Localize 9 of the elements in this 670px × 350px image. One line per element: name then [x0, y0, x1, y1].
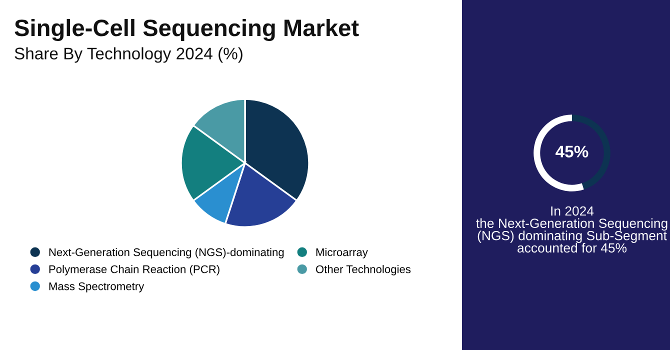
data-label: 45%	[556, 146, 588, 158]
legend-label: Microarray	[316, 248, 368, 258]
legend-label: Mass Spectrometry	[49, 282, 144, 292]
text: In 2024 the Next-Generation Sequencing (NGS) dominating Sub-Segment accounted for 45%	[476, 206, 668, 253]
legend-label: Next-Generation Sequencing (NGS)-dominating	[49, 248, 284, 258]
legend-label: Polymerase Chain Reaction (PCR)	[49, 265, 220, 276]
legend-label: Other Technologies	[316, 265, 411, 276]
chart-subtitle: Share By Technology 2024 (%)	[14, 47, 242, 63]
chart-title: Single-Cell Sequencing Market	[14, 18, 359, 42]
